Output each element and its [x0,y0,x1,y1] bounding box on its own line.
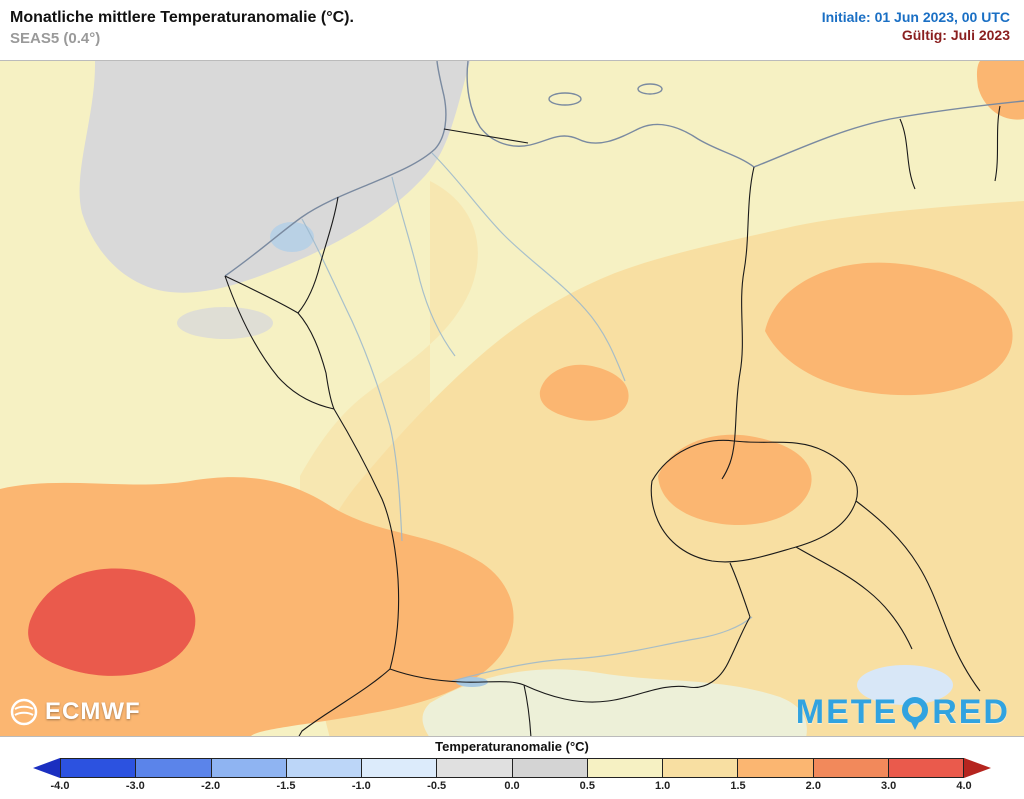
colorbar-tick-label: -2.0 [201,780,221,792]
legend-title: Temperaturanomalie (°C) [435,739,589,754]
colorbar-tick-label: 0.5 [579,780,595,792]
alps-region [422,669,807,736]
colorbar-tick-label: -1.0 [351,780,371,792]
model-subtitle: SEAS5 (0.4°) [10,29,101,47]
colorbar-tick-label: 3.0 [881,780,897,792]
colorbar-segment [663,759,739,777]
colorbar: -4.0 -3.0 -2.0 -1.5 -1.0 -0.5 0.0 0.5 1.0 1.5 2.0 3… [33,758,991,796]
ecmwf-logo-icon [10,698,38,726]
gray-region-north-sea [79,61,470,293]
cool-region-bottomright [857,665,953,705]
colorbar-segment [211,759,287,777]
colorbar-tick-label: -3.0 [125,780,145,792]
country-borders [224,105,1001,736]
colorbar-segment [888,759,963,777]
colorbar-segment [362,759,438,777]
init-time-label: Initiale: 01 Jun 2023, 00 UTC [821,9,1010,25]
header: Monatliche mittlere Temperaturanomalie (… [0,0,1024,60]
meteored-logo: METE RED [796,693,1010,732]
meteored-text-left: METE [795,693,899,731]
page-title: Monatliche mittlere Temperaturanomalie (… [10,9,354,26]
colorbar-tick-label: 1.0 [655,780,671,792]
colorbar-tick-label: -1.5 [276,780,296,792]
colorbar-segments [60,758,964,778]
orange-region-central-germany [539,364,629,421]
colorbar-tick-label: 1.5 [730,780,746,792]
colorbar-segment [587,759,663,777]
meteored-text-right: RED [932,693,1010,731]
colorbar-tick-label: -4.0 [50,780,70,792]
ecmwf-logo-text: ECMWF [45,698,141,725]
colorbar-segment [286,759,362,777]
colorbar-tick-label: -0.5 [427,780,447,792]
colorbar-tick-label: 4.0 [956,780,972,792]
valid-time-label: Gültig: Juli 2023 [901,27,1010,44]
colorbar-segment [813,759,889,777]
colorbar-right-arrow [964,758,991,778]
colorbar-segment [738,759,814,777]
colorbar-segment [136,759,212,777]
meteored-pin-icon [902,696,929,730]
colorbar-ticks: -4.0 -3.0 -2.0 -1.5 -1.0 -0.5 0.0 0.5 1.0 1.5 2.0 3… [51,780,972,796]
anomaly-map: ECMWF METE RED [0,60,1024,737]
orange-region-czechia [658,434,812,526]
map-canvas [0,61,1024,736]
colorbar-tick-label: 2.0 [805,780,821,792]
colorbar-left-arrow [33,758,60,778]
colorbar-segment [512,759,588,777]
orange-region-poland [765,262,1013,396]
rivers [301,152,753,682]
coastlines [224,61,1024,277]
colorbar-segment [437,759,513,777]
red-region-france [28,568,196,676]
colorbar-tick-label: 0.0 [504,780,520,792]
legend: Temperaturanomalie (°C) -4.0 -3.0 -2.0 -1.5… [0,737,1024,799]
ecmwf-logo: ECMWF [10,698,141,726]
colorbar-segment [61,759,137,777]
ijsselmeer-lake [270,222,314,252]
